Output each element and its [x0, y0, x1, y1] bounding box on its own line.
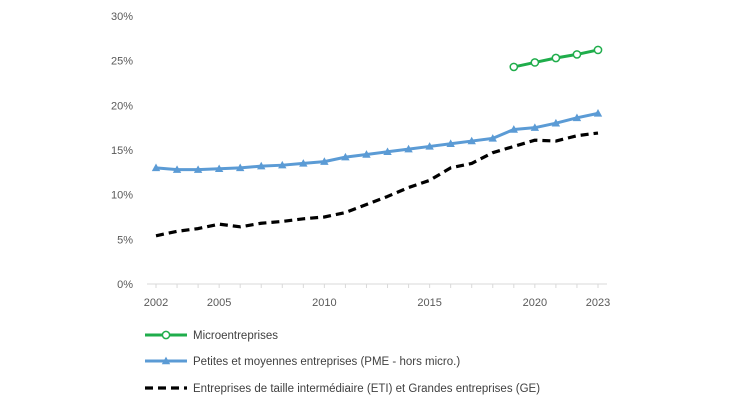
y-tick-label: 15%: [111, 145, 133, 157]
x-tick-label: 2002: [144, 297, 168, 309]
x-axis: 2002 2005 2010 2015 2020 2023: [144, 283, 610, 309]
y-tick-label: 25%: [111, 56, 133, 68]
data-point: [551, 53, 561, 63]
y-tick-label: 30%: [111, 11, 133, 23]
x-tick-label: 2005: [207, 297, 231, 309]
y-tick-label: 5%: [117, 234, 133, 246]
data-point: [425, 142, 434, 150]
data-point: [341, 152, 350, 161]
x-tick-label: 2020: [523, 297, 547, 309]
legend-item: Petites et moyennes entreprises (PME - h…: [145, 356, 460, 368]
series-2: [155, 131, 599, 238]
data-point: [193, 165, 203, 173]
series-line: [155, 131, 599, 238]
data-point: [278, 160, 287, 169]
legend-label: Microentreprises: [193, 330, 278, 342]
data-point: [446, 139, 455, 147]
data-point: [151, 163, 161, 172]
data-point: [530, 123, 540, 131]
data-point: [530, 58, 540, 67]
legend: Microentreprises Petites et moyennes entr…: [145, 330, 540, 395]
data-point: [509, 62, 519, 72]
series-layer: [151, 45, 603, 238]
data-point: [593, 109, 603, 117]
data-point: [214, 164, 224, 172]
data-point: [235, 163, 245, 172]
series-0: [509, 45, 603, 72]
data-point: [572, 50, 582, 59]
data-point: [257, 161, 266, 170]
data-point: [572, 113, 582, 122]
data-point: [551, 118, 561, 127]
data-point: [299, 159, 308, 167]
data-point: [320, 157, 329, 165]
data-point: [404, 144, 413, 153]
x-tick-label: 2010: [312, 297, 336, 309]
data-point: [509, 125, 519, 133]
data-point: [593, 45, 603, 55]
legend-item: Microentreprises: [145, 330, 278, 342]
data-point: [161, 330, 171, 340]
data-point: [161, 356, 171, 365]
data-point: [383, 147, 392, 156]
legend-label: Petites et moyennes entreprises (PME - h…: [193, 356, 460, 368]
data-point: [467, 136, 476, 145]
series-1: [151, 109, 603, 173]
x-tick-label: 2023: [586, 297, 610, 309]
x-tick-label: 2015: [417, 297, 441, 309]
y-axis: 0% 5% 10% 15% 20% 25% 30%: [111, 11, 133, 291]
y-tick-label: 20%: [111, 100, 133, 112]
y-tick-label: 10%: [111, 190, 133, 202]
legend-item: Entreprises de taille intermédiaire (ETI…: [145, 383, 540, 395]
data-point: [172, 165, 182, 173]
series-line: [154, 111, 600, 172]
legend-label: Entreprises de taille intermédiaire (ETI…: [193, 383, 540, 395]
data-point: [362, 150, 371, 158]
data-point: [488, 134, 497, 142]
y-tick-label: 0%: [117, 279, 133, 291]
